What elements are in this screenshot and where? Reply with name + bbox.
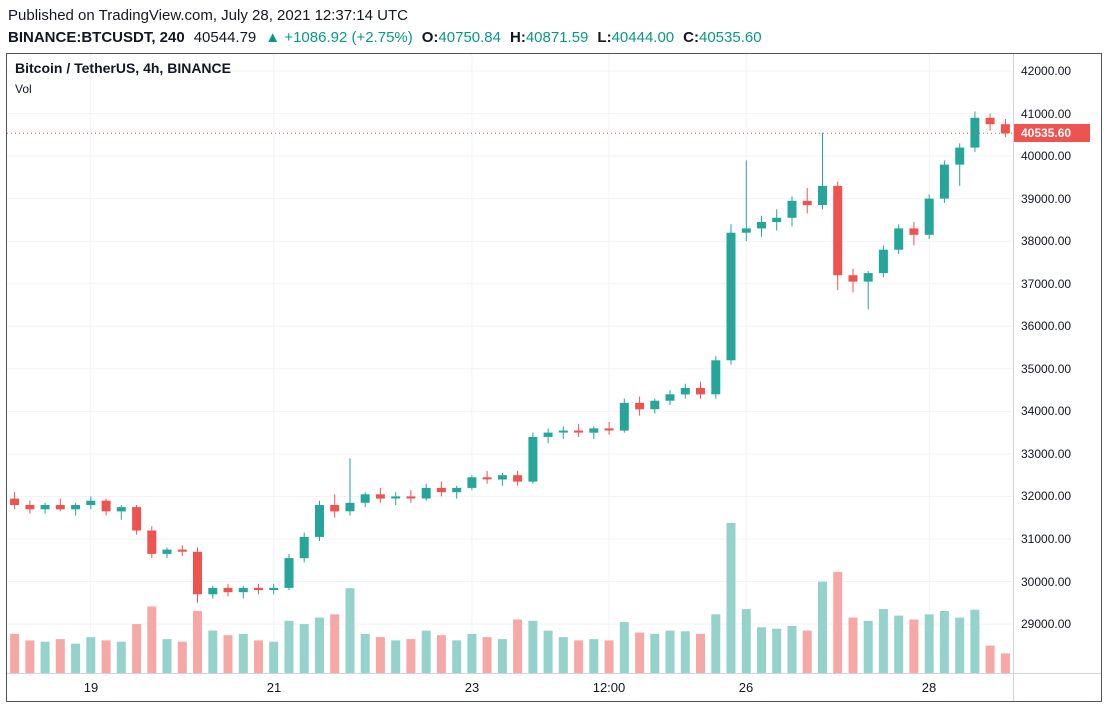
high-value: 40871.59 [525, 29, 589, 46]
price-axis-label: 33000.00 [1021, 447, 1072, 461]
price-axis-label: 39000.00 [1021, 192, 1072, 206]
price-axis-label: 42000.00 [1021, 64, 1072, 78]
change-text: +1086.92 (+2.75%) [284, 29, 413, 46]
price-axis-label: 40000.00 [1021, 149, 1072, 163]
time-axis-label: 12:00 [592, 680, 626, 695]
axis-corner [1013, 673, 1101, 701]
price-axis-label: 32000.00 [1021, 489, 1072, 503]
price-axis-label: 36000.00 [1021, 319, 1072, 333]
price-axis-label: 30000.00 [1021, 575, 1072, 589]
symbol-name: BINANCE:BTCUSDT, 240 [8, 29, 185, 46]
up-arrow-icon: ▲ [265, 29, 281, 46]
close-key: C: [683, 29, 699, 46]
published-line: Published on TradingView.com, July 28, 2… [8, 7, 408, 24]
ohlc-high: H:40871.59 [510, 29, 588, 46]
ohlc-open: O:40750.84 [422, 29, 501, 46]
close-value: 40535.60 [698, 29, 762, 46]
time-axis-label: 21 [266, 680, 282, 695]
time-axis[interactable]: 19 21 23 12:00 26 28 [7, 673, 1013, 701]
time-axis-label: 19 [83, 680, 99, 695]
header: Published on TradingView.com, July 28, 2… [0, 0, 1108, 46]
price-change: ▲ +1086.92 (+2.75%) [265, 29, 412, 46]
plot-area[interactable]: Bitcoin / TetherUS, 4h, BINANCE Vol [7, 54, 1013, 673]
low-value: 40444.00 [611, 29, 675, 46]
time-axis-label: 23 [464, 680, 480, 695]
price-axis-label: 29000.00 [1021, 617, 1072, 631]
price-axis-label: 35000.00 [1021, 362, 1072, 376]
ohlc-low: L:40444.00 [597, 29, 674, 46]
time-axis-label: 28 [921, 680, 937, 695]
price-axis-label: 37000.00 [1021, 277, 1072, 291]
current-price-badge: 40535.60 [1014, 124, 1090, 142]
open-key: O: [421, 29, 439, 46]
chart-container: Bitcoin / TetherUS, 4h, BINANCE Vol 4053… [6, 53, 1102, 702]
price-axis-label: 41000.00 [1021, 107, 1072, 121]
price-axis-label: 31000.00 [1021, 532, 1072, 546]
price-axis-label: 34000.00 [1021, 404, 1072, 418]
last-price: 40544.79 [193, 29, 257, 46]
price-axis[interactable]: 40535.60 42000.00 41000.00 40000.00 39000.0… [1013, 54, 1101, 673]
symbol-info-bar: BINANCE:BTCUSDT, 240 40544.79 ▲ +1086.92… [8, 29, 1098, 46]
price-axis-label: 38000.00 [1021, 234, 1072, 248]
candlestick-chart [7, 54, 1013, 673]
low-key: L: [597, 29, 612, 46]
open-value: 40750.84 [438, 29, 501, 46]
high-key: H: [510, 29, 526, 46]
time-axis-label: 26 [738, 680, 754, 695]
ohlc-close: C:40535.60 [683, 29, 761, 46]
